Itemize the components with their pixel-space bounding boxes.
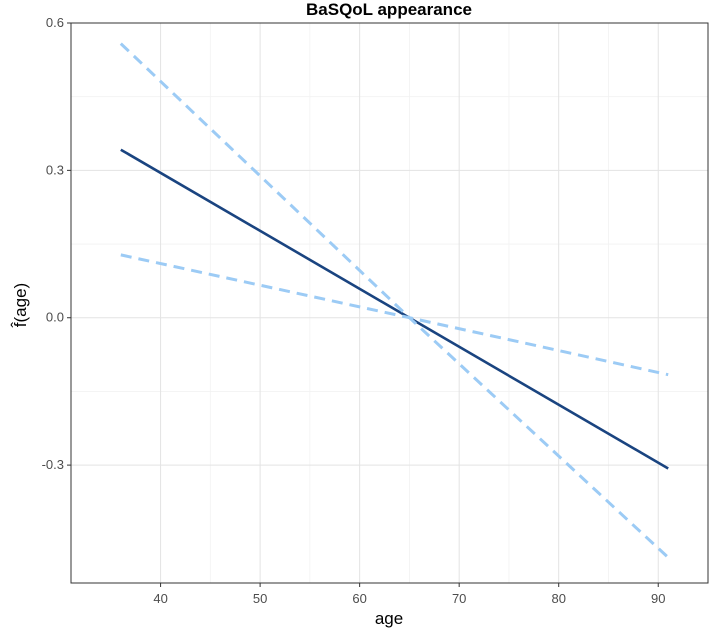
y-tick-label: 0.0 — [46, 310, 64, 325]
chart-title: BaSQoL appearance — [306, 0, 472, 19]
x-tick-label: 60 — [352, 591, 366, 606]
grid-major — [71, 22, 708, 583]
plot-panel-border — [70, 22, 709, 584]
x-tick-label: 90 — [651, 591, 665, 606]
x-tick-label: 70 — [452, 591, 466, 606]
y-axis-title: f̂(age) — [10, 283, 30, 328]
y-tick-label: 0.6 — [46, 15, 64, 30]
x-tick-label: 40 — [153, 591, 167, 606]
x-tick-label: 50 — [253, 591, 267, 606]
confidence-band-line — [119, 42, 670, 559]
x-axis-title: age — [375, 609, 403, 628]
grid-minor — [71, 23, 708, 583]
confidence-band-line — [120, 253, 669, 377]
y-tick-label: -0.3 — [42, 457, 64, 472]
x-axis: 40 50 60 70 80 90 — [153, 583, 665, 606]
x-tick-label: 80 — [551, 591, 565, 606]
estimate-line — [120, 148, 669, 470]
y-axis: -0.3 0.0 0.3 0.6 — [42, 15, 71, 472]
y-tick-label: 0.3 — [46, 162, 64, 177]
series-layer — [119, 42, 670, 559]
